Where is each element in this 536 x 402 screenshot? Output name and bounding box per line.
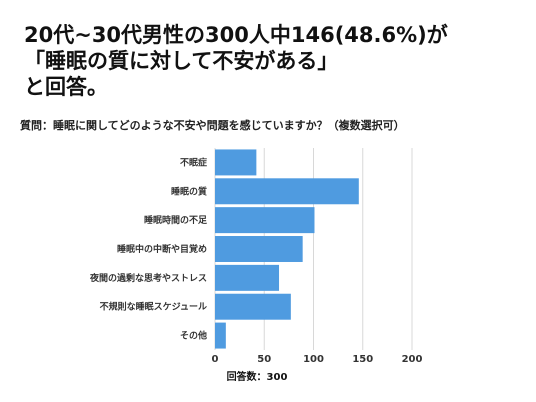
x-tick-label: 200 [402, 354, 423, 365]
x-tick-label: 150 [352, 354, 373, 365]
category-label: 睡眠中の中断や目覚め [117, 243, 207, 255]
x-tick-label: 50 [257, 354, 271, 365]
bar-5 [215, 293, 291, 320]
category-label: 睡眠の質 [171, 185, 207, 197]
bar-4 [215, 264, 280, 291]
x-tick-label: 0 [212, 354, 219, 365]
headline-line-1: 20代~30代男性の300人中146(48.6%)が [24, 23, 448, 47]
tick-label-layer: 0 50 100 150 200 [212, 354, 423, 365]
x-axis-title: 回答数：300 [227, 370, 288, 383]
headline-line-2: 「睡眠の質に対して不安がある」 [24, 49, 339, 73]
bar-layer [215, 149, 359, 349]
category-label: 睡眠時間の不足 [144, 214, 208, 226]
x-tick-label: 100 [303, 354, 324, 365]
category-label-layer: 不眠症睡眠の質睡眠時間の不足睡眠中の中断や目覚め夜間の過剰な思考やストレス不規則… [89, 156, 208, 341]
category-label: その他 [180, 330, 207, 342]
category-label: 不規則な睡眠スケジュール [100, 301, 207, 313]
headline-line-3: と回答。 [24, 75, 108, 99]
category-label: 不眠症 [180, 156, 207, 168]
bar-3 [215, 236, 303, 262]
bar-2 [215, 207, 315, 234]
bar-0 [215, 149, 257, 176]
category-label: 夜間の過剰な思考やストレス [89, 272, 207, 284]
bar-1 [215, 178, 359, 205]
headline: 20代~30代男性の300人中146(48.6%)が 「睡眠の質に対して不安があ… [24, 22, 524, 100]
bar-6 [215, 322, 226, 349]
question-text: 質問：睡眠に関してどのような不安や問題を感じていますか？（複数選択可） [20, 119, 405, 132]
